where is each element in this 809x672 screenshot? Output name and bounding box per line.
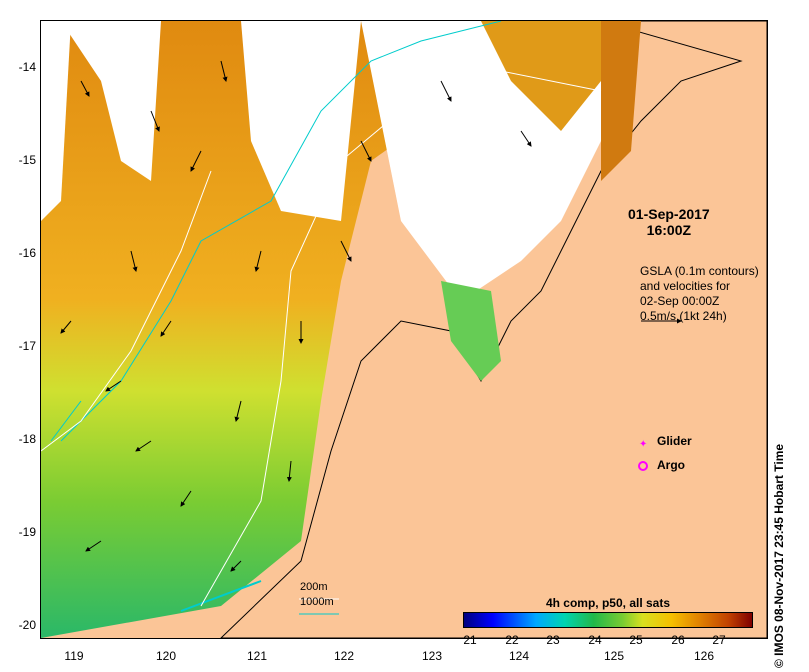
lon-tick: 119 xyxy=(64,649,84,663)
sst-map-panel[interactable]: ✦ xyxy=(40,20,768,639)
argo-symbol xyxy=(638,461,648,471)
gsla-line: and velocities for xyxy=(640,279,731,293)
map-canvas: ✦ xyxy=(41,21,767,638)
scale-label-1000m: 1000m xyxy=(300,596,334,608)
lat-tick: -19 xyxy=(18,525,36,539)
lat-tick: -16 xyxy=(18,246,36,260)
lat-tick: -17 xyxy=(18,339,36,353)
colorbar-title: 4h comp, p50, all sats xyxy=(545,596,671,610)
lat-tick: -15 xyxy=(18,153,36,167)
lon-tick: 122 xyxy=(333,649,355,663)
lon-tick: 123 xyxy=(421,649,443,663)
lon-tick: 121 xyxy=(246,649,268,663)
colorbar-tick: 25 xyxy=(629,633,643,647)
isobath-200m xyxy=(41,170,212,452)
time-text: 16:00Z xyxy=(646,222,692,238)
velocity-arrows xyxy=(60,60,682,572)
isobath-1000m xyxy=(50,400,82,442)
colorbar-tick: 27 xyxy=(712,633,726,647)
date-text: 01-Sep-2017 xyxy=(628,206,710,222)
lat-tick: -18 xyxy=(18,432,36,446)
cloud-gap xyxy=(241,21,361,221)
date-stamp: 01-Sep-2017 16:00Z xyxy=(628,206,710,238)
isobath-200m xyxy=(200,70,602,607)
lon-tick: 125 xyxy=(603,649,625,663)
lat-tick: -14 xyxy=(18,60,36,74)
glider-symbol: ✦ xyxy=(639,439,647,450)
lon-tick: 124 xyxy=(508,649,530,663)
isobath-1000m xyxy=(180,580,262,612)
colorbar-tick: 26 xyxy=(671,633,685,647)
cloud-gap xyxy=(41,21,71,221)
lon-tick: 120 xyxy=(155,649,177,663)
cloud-gap xyxy=(61,21,161,181)
legend-glider-label: Glider xyxy=(657,434,692,448)
colorbar-tick: 22 xyxy=(505,633,519,647)
legend-argo-label: Argo xyxy=(657,458,685,472)
gsla-line: 0.5m/s (1kt 24h) xyxy=(640,309,727,323)
gsla-line: GSLA (0.1m contours) xyxy=(640,264,759,278)
warm-streak xyxy=(481,21,601,131)
lon-tick: 126 xyxy=(693,649,715,663)
coastal-patch xyxy=(441,281,501,381)
scale-label-200m: 200m xyxy=(300,581,328,593)
warm-streak xyxy=(601,21,641,181)
isobath-1000m xyxy=(60,21,502,442)
sst-colorbar xyxy=(463,612,753,628)
gsla-note: GSLA (0.1m contours) and velocities for … xyxy=(640,264,759,324)
colorbar-tick: 24 xyxy=(588,633,602,647)
gsla-line: 02-Sep 00:00Z xyxy=(640,294,720,308)
lat-tick: -20 xyxy=(18,618,36,632)
colorbar-tick: 23 xyxy=(546,633,560,647)
copyright-text: © IMOS 08-Nov-2017 23:45 Hobart Time xyxy=(772,443,786,668)
colorbar-tick: 21 xyxy=(463,633,477,647)
